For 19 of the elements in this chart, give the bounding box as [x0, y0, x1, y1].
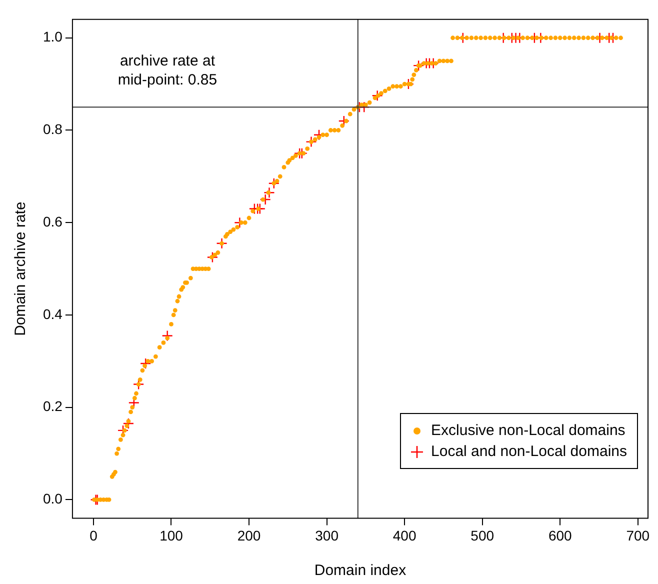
y-axis-title: Domain archive rate — [12, 202, 30, 336]
x-tick-label: 100 — [160, 527, 184, 544]
x-tick-label: 400 — [392, 527, 416, 544]
x-tick-label: 500 — [470, 527, 494, 544]
x-tick-label: 700 — [626, 527, 650, 544]
y-tick-label: 0.2 — [42, 398, 63, 414]
legend-label: Local and non-Local domains — [431, 442, 627, 462]
x-tick-label: 0 — [90, 527, 98, 544]
x-axis-title: Domain index — [314, 562, 407, 580]
y-tick-label: 1.0 — [42, 28, 63, 45]
y-tick-label: 0.8 — [42, 121, 63, 138]
x-tick-label: 300 — [315, 527, 339, 544]
legend-label: Exclusive non-Local domains — [431, 421, 626, 441]
x-tick-label: 600 — [548, 527, 572, 544]
y-tick-label: 0.4 — [42, 306, 63, 322]
y-tick-label: 0.0 — [42, 490, 63, 507]
x-tick-label: 200 — [237, 527, 261, 544]
y-tick-label: 0.6 — [42, 213, 63, 230]
annotation: archive rate at mid-point: 0.85 — [118, 52, 218, 89]
